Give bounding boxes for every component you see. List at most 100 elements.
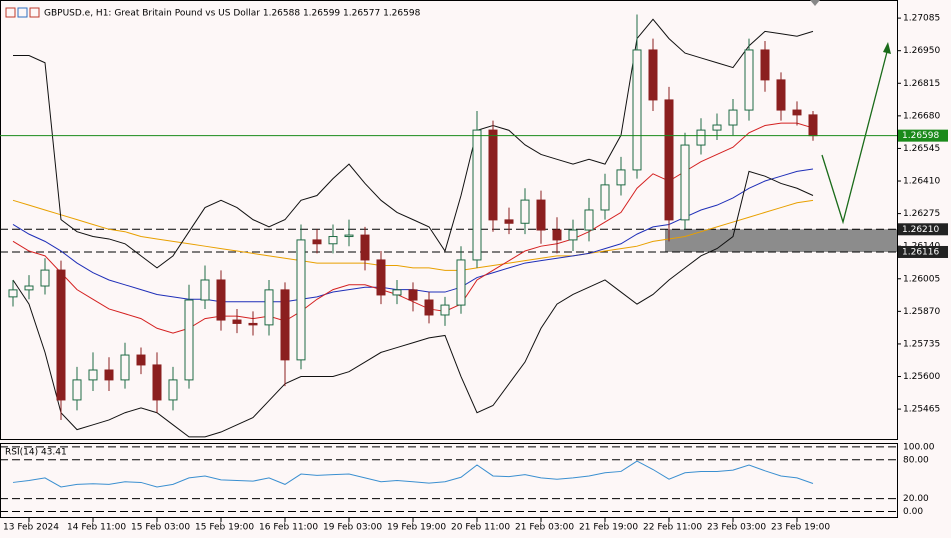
candle-body <box>408 289 418 301</box>
level-label-box <box>898 245 948 258</box>
candle-body <box>536 199 546 231</box>
candle-body <box>312 239 322 245</box>
candle-body <box>344 234 354 238</box>
current-price-box <box>898 129 948 142</box>
candle-body <box>488 129 498 221</box>
candle-body <box>584 209 594 231</box>
y-tick-label: 1.26680 <box>903 111 940 121</box>
rsi-tick-label: 80.00 <box>903 455 929 465</box>
x-tick-label: 14 Feb 11:00 <box>67 523 126 533</box>
main-panel <box>0 0 898 440</box>
x-tick-label: 19 Feb 03:00 <box>323 523 382 533</box>
candle-body <box>552 229 562 241</box>
candle-body <box>136 354 146 366</box>
candle-body <box>520 199 530 224</box>
candle-body <box>712 124 722 131</box>
candle-body <box>360 234 370 261</box>
zone <box>665 229 897 252</box>
candle-body <box>472 129 482 261</box>
candle-body <box>328 236 338 245</box>
rsi-title: RSI(14) 43.41 <box>5 448 67 458</box>
candle-body <box>152 364 162 401</box>
candle-body <box>664 99 674 221</box>
forecast-arrowhead <box>883 42 891 54</box>
candle-body <box>680 144 690 221</box>
x-tick-label: 19 Feb 19:00 <box>387 523 446 533</box>
candle-body <box>56 269 66 401</box>
indicator-line <box>13 18 814 269</box>
candle-body <box>776 79 786 111</box>
candle-body <box>72 379 82 401</box>
x-tick-label: 13 Feb 2024 <box>3 523 59 533</box>
rsi-tick-label: 100.00 <box>903 442 935 452</box>
indicator-line <box>12 170 814 438</box>
candle-body <box>168 379 178 401</box>
candle-body <box>616 169 626 186</box>
candle-body <box>88 369 98 381</box>
candle-body <box>8 289 18 298</box>
rsi-line <box>12 460 814 488</box>
candle-body <box>248 322 258 326</box>
candle-body <box>264 289 274 326</box>
level-label: 1.26116 <box>902 247 939 257</box>
y-tick-label: 1.26410 <box>903 177 940 187</box>
y-tick-label: 1.27085 <box>903 14 940 24</box>
y-tick-label: 1.26275 <box>903 209 940 219</box>
y-tick-label: 1.26545 <box>903 144 940 154</box>
y-tick-label: 1.26950 <box>903 46 940 56</box>
x-tick-label: 23 Feb 19:00 <box>771 523 830 533</box>
level-label: 1.26210 <box>902 225 939 235</box>
x-tick-label: 20 Feb 11:00 <box>451 523 510 533</box>
candle-body <box>808 114 818 137</box>
x-tick-label: 21 Feb 03:00 <box>515 523 574 533</box>
x-tick-label: 15 Feb 03:00 <box>131 523 190 533</box>
y-tick-label: 1.26005 <box>903 274 940 284</box>
x-tick-label: 21 Feb 19:00 <box>579 523 638 533</box>
candle-body <box>216 279 226 321</box>
candle-body <box>632 49 642 171</box>
icon <box>17 7 28 18</box>
current-price-label: 1.26598 <box>902 131 939 141</box>
y-tick-label: 1.25465 <box>903 405 940 415</box>
y-tick-label: 1.26815 <box>903 79 940 89</box>
candle-body <box>232 319 242 324</box>
y-tick-label: 1.25735 <box>903 339 940 349</box>
candle-body <box>728 109 738 126</box>
candle-body <box>184 299 194 381</box>
x-tick-label: 22 Feb 11:00 <box>643 523 702 533</box>
candle-body <box>40 269 50 287</box>
candle-body <box>792 109 802 116</box>
x-tick-label: 15 Feb 19:00 <box>195 523 254 533</box>
candle-body <box>392 289 402 296</box>
rsi-tick-label: 0.00 <box>903 507 923 517</box>
shift-marker <box>810 0 820 6</box>
level-label-box <box>898 223 948 236</box>
icon <box>5 7 16 18</box>
candle-body <box>760 49 770 81</box>
candle-body <box>696 129 706 146</box>
candle-body <box>504 219 514 224</box>
candle-body <box>648 49 658 101</box>
candle-body <box>24 285 34 291</box>
candle-body <box>600 184 610 211</box>
candle-body <box>376 259 386 296</box>
x-tick-label: 23 Feb 03:00 <box>707 523 766 533</box>
candle-body <box>456 259 466 306</box>
candle-body <box>200 279 210 301</box>
forecast-arrow <box>821 47 889 225</box>
y-tick-label: 1.25600 <box>903 372 940 382</box>
candle-body <box>104 369 114 381</box>
rsi-panel <box>0 443 898 518</box>
x-tick-label: 16 Feb 11:00 <box>259 523 318 533</box>
toolbar-icons <box>5 7 40 18</box>
rsi-tick-label: 20.00 <box>903 494 929 504</box>
candle-body <box>296 239 306 361</box>
indicator-line <box>12 199 814 271</box>
candle-body <box>280 289 290 361</box>
candle-body <box>440 304 450 316</box>
icon <box>29 7 40 18</box>
candle-body <box>424 299 434 316</box>
